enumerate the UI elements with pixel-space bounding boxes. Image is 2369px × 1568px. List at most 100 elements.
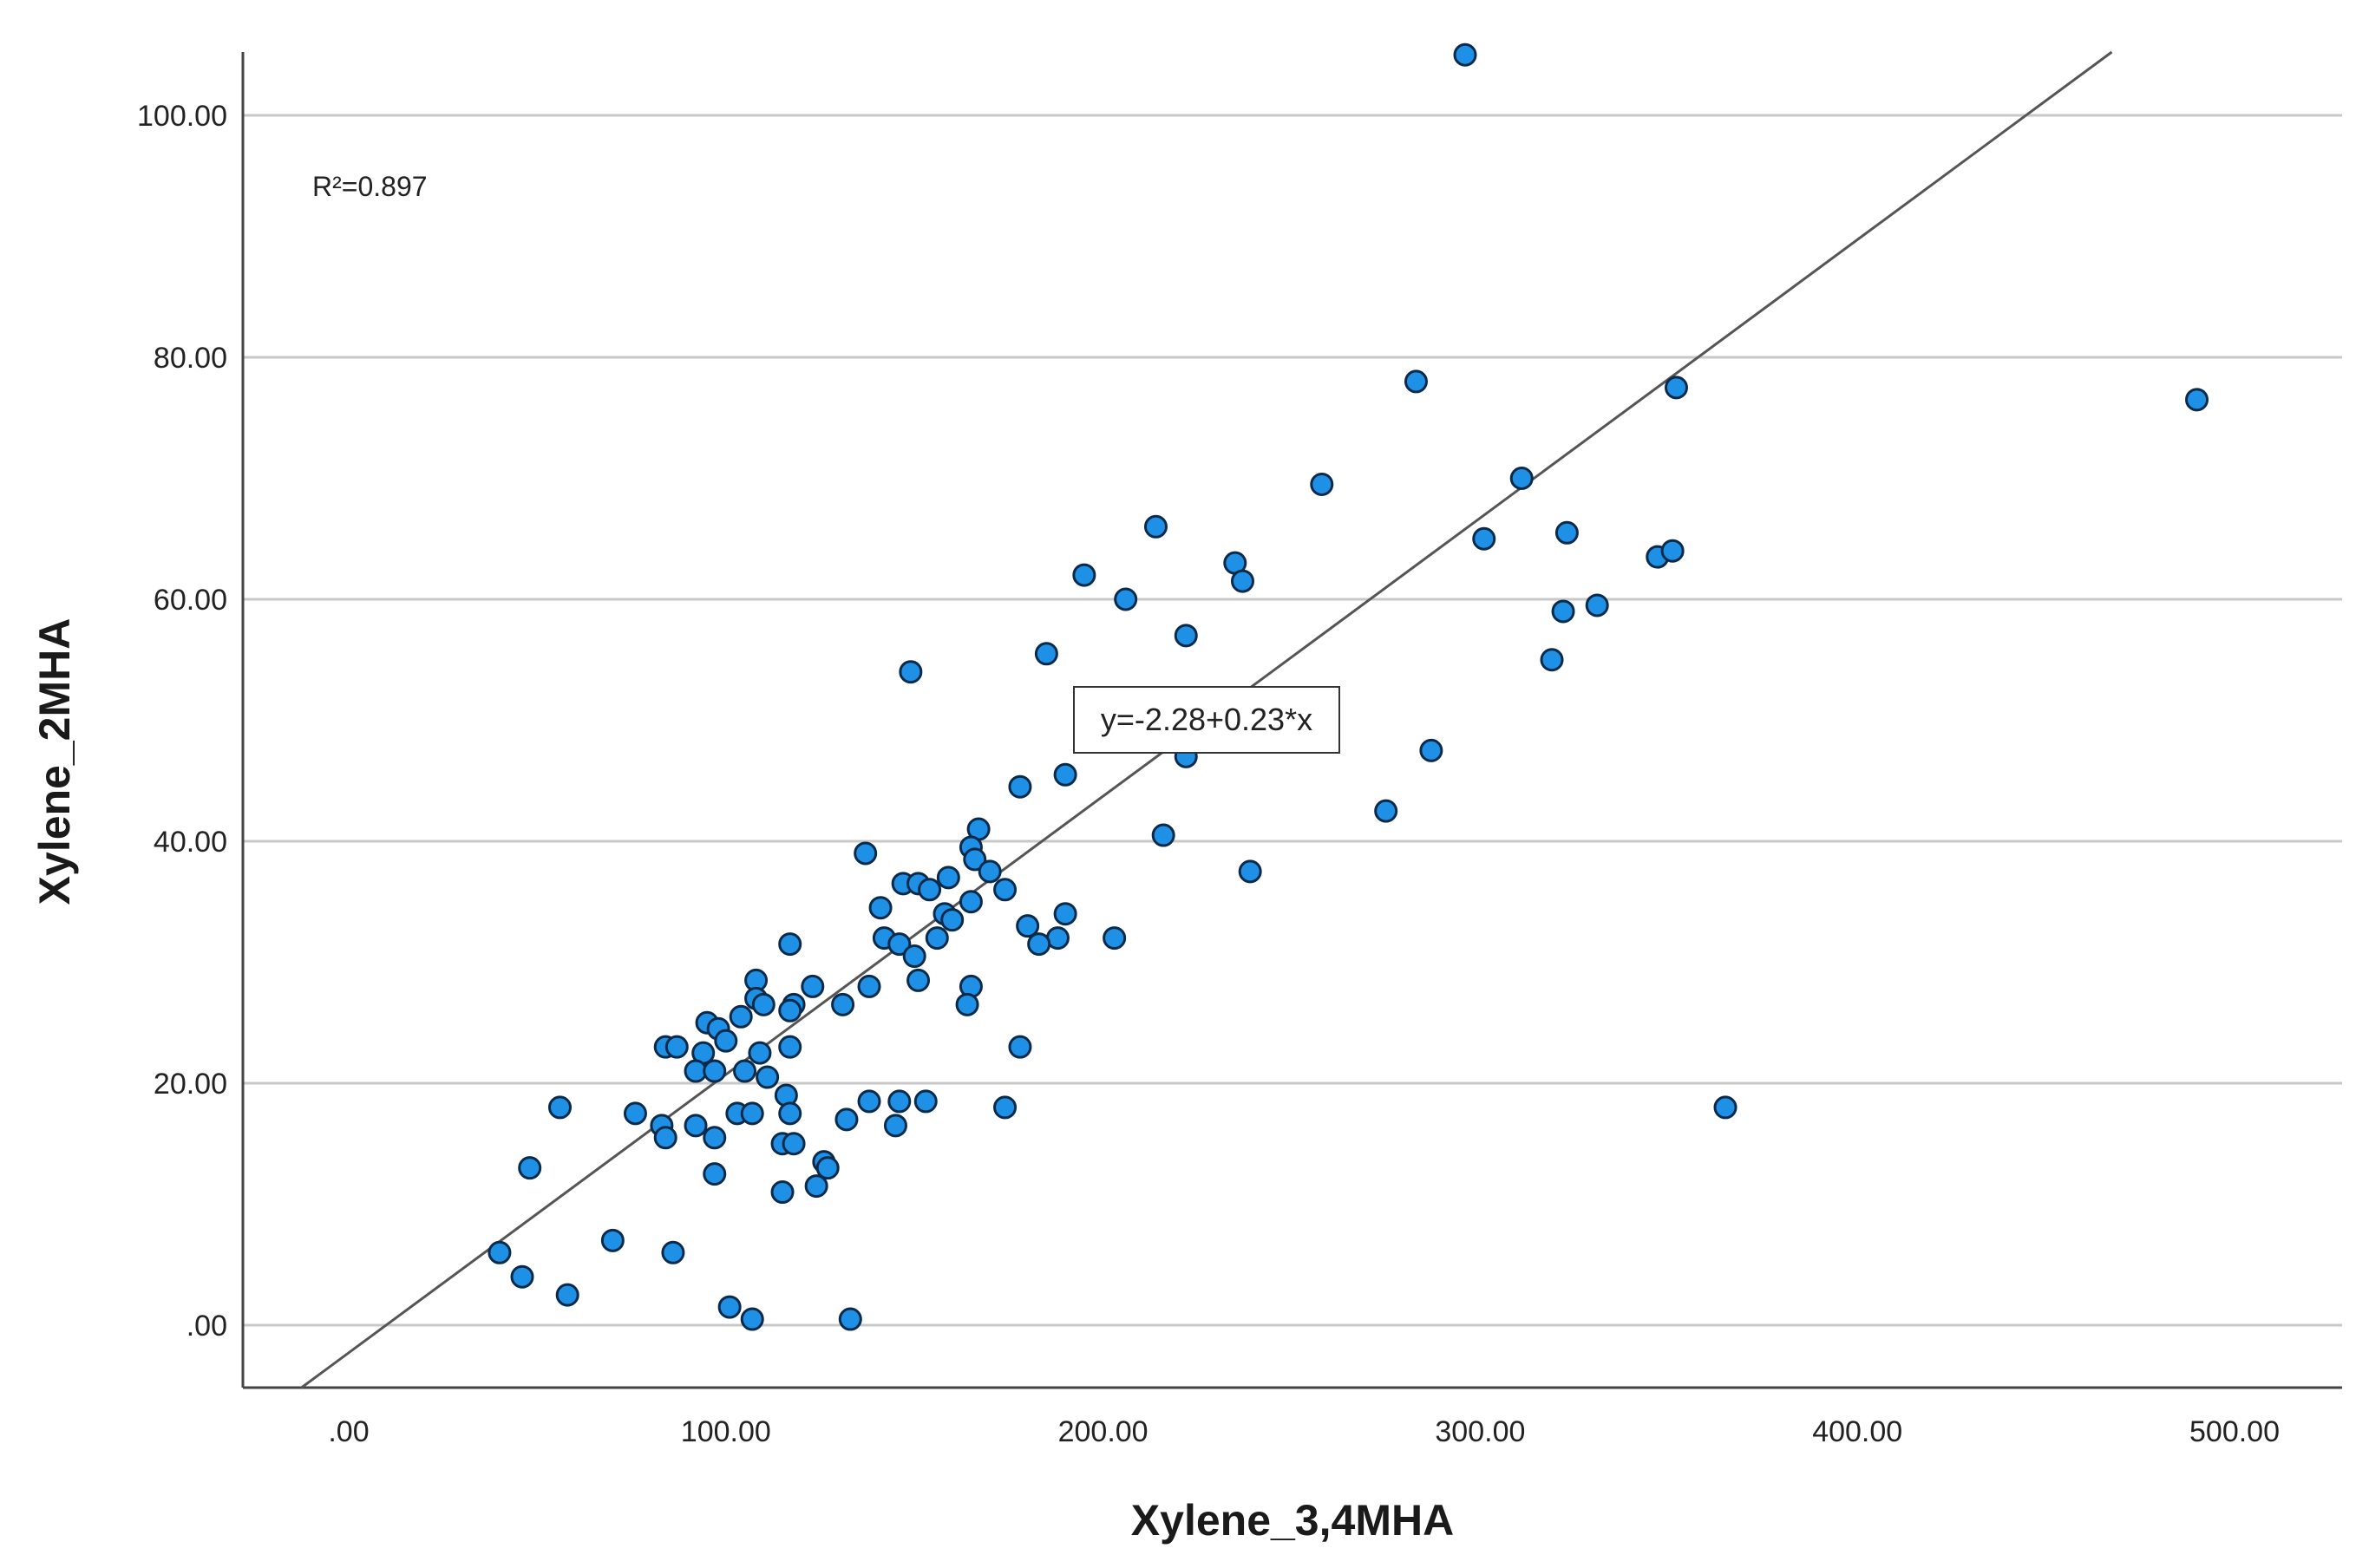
scatter-point [518, 1156, 542, 1180]
scatter-point [955, 992, 979, 1016]
scatter-point [857, 974, 881, 998]
scatter-point [1027, 932, 1051, 957]
scatter-point [978, 859, 1002, 884]
scatter-point [887, 1089, 912, 1114]
scatter-point [778, 1101, 802, 1126]
x-tick-label: 400.00 [1812, 1415, 1902, 1448]
scatter-point [770, 1180, 795, 1205]
scatter-point [1053, 762, 1077, 787]
scatter-point [1238, 859, 1262, 884]
scatter-point [1585, 593, 1609, 617]
scatter-point [740, 1307, 764, 1331]
scatter-point [1230, 569, 1254, 593]
scatter-point [1053, 902, 1077, 926]
x-axis-title: Xylene_3,4MHA [1131, 1496, 1454, 1545]
scatter-point [963, 847, 987, 872]
scatter-point [925, 926, 949, 951]
scatter-point [1016, 914, 1040, 938]
scatter-point [1151, 823, 1175, 847]
scatter-point [1310, 472, 1334, 496]
scatter-point [918, 878, 942, 902]
scatter-point [1143, 514, 1168, 539]
scatter-point [740, 1101, 764, 1126]
scatter-point [940, 908, 965, 932]
scatter-point [510, 1264, 534, 1289]
scatter-point [1114, 587, 1138, 611]
scatter-point [778, 1035, 802, 1059]
fit-equation-box: y=-2.28+0.23*x [1073, 686, 1340, 754]
scatter-point [804, 1174, 828, 1199]
scatter-point [1713, 1095, 1737, 1120]
scatter-point [906, 968, 931, 992]
y-tick-label: 100.00 [137, 100, 227, 133]
scatter-point [1174, 624, 1198, 648]
x-tick-label: .00 [328, 1415, 369, 1448]
scatter-point [684, 1114, 708, 1138]
scatter-point [831, 992, 855, 1016]
scatter-point [1540, 648, 1564, 672]
scatter-point [703, 1059, 727, 1083]
scatter-point [555, 1283, 579, 1307]
scatter-point [1660, 539, 1685, 563]
scatter-point [1374, 799, 1398, 823]
fit-equation-label: y=-2.28+0.23*x [1101, 702, 1312, 737]
scatter-point [703, 1126, 727, 1150]
scatter-point [488, 1240, 512, 1264]
scatter-point [913, 1089, 938, 1114]
scatter-point [729, 1004, 753, 1029]
scatter-point [1453, 42, 1477, 67]
scatter-point [703, 1162, 727, 1186]
scatter-point [664, 1035, 689, 1059]
scatter-point [854, 841, 878, 866]
scatter-point [899, 660, 923, 684]
data-points [488, 42, 2209, 1331]
scatter-point [1554, 520, 1579, 545]
grid-lines [243, 114, 2342, 1327]
x-tick-label: 300.00 [1435, 1415, 1525, 1448]
scatter-point [748, 1041, 772, 1065]
scatter-point [993, 878, 1018, 902]
scatter-point [1509, 467, 1534, 490]
scatter-point [1551, 599, 1575, 624]
r-squared-label: R²=0.897 [312, 171, 428, 202]
scatter-point [1072, 563, 1096, 587]
scatter-point [1664, 376, 1688, 400]
scatter-point [1008, 774, 1032, 799]
scatter-point [1103, 926, 1127, 951]
y-tick-label: .00 [187, 1310, 227, 1343]
scatter-point [959, 890, 983, 914]
scatter-point [868, 896, 893, 920]
scatter-point [834, 1107, 859, 1132]
scatter-point [756, 1065, 780, 1089]
scatter-point [714, 1029, 738, 1053]
scatter-point [717, 1295, 742, 1319]
scatter-point [2185, 388, 2209, 412]
x-tick-label: 100.00 [681, 1415, 771, 1448]
scatter-point [883, 1114, 907, 1138]
scatter-point [782, 1132, 806, 1156]
scatter-point [778, 998, 802, 1022]
scatter-point [1008, 1035, 1032, 1059]
scatter-point [653, 1126, 677, 1150]
scatter-point [902, 944, 926, 969]
axes [241, 52, 2342, 1389]
scatter-point [936, 866, 960, 890]
y-tick-label: 60.00 [154, 584, 227, 617]
scatter-point [838, 1307, 862, 1331]
scatter-point [778, 932, 802, 957]
scatter-point [1419, 738, 1443, 762]
scatter-point [801, 974, 825, 998]
scatter-point [1472, 526, 1496, 551]
scatter-point [815, 1156, 840, 1180]
scatter-point [661, 1240, 685, 1264]
scatter-point [733, 1059, 757, 1083]
scatter-point [857, 1089, 881, 1114]
y-tick-label: 20.00 [154, 1068, 227, 1101]
y-axis-title: Xylene_2MHA [30, 618, 79, 905]
scatter-point [623, 1101, 647, 1126]
x-tick-label: 500.00 [2189, 1415, 2280, 1448]
tick-labels: .00 20.00 40.00 60.00 80.00 100.00 .00 100.00 20… [137, 100, 2280, 1448]
scatter-point [1404, 369, 1428, 394]
